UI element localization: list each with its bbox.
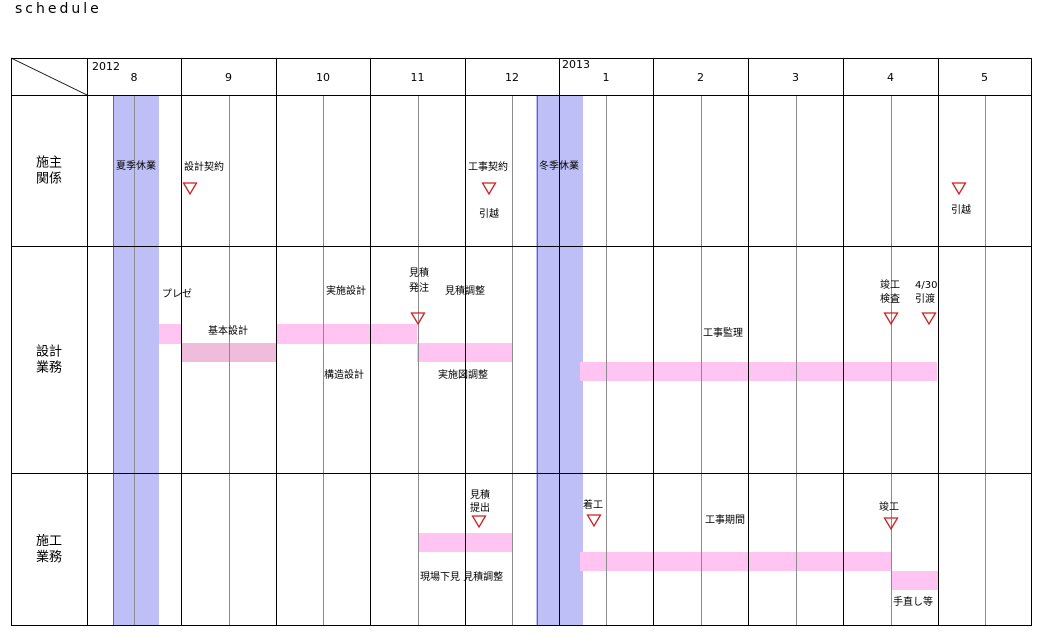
page-title: schedule (15, 1, 102, 17)
bar-label-site-estimate: 現場下見 見積調整 (420, 570, 503, 583)
summer-holiday-band (113, 95, 159, 625)
month-label-1: 1 (603, 71, 610, 84)
milestone-label-completion-inspection-line-2: 検査 (880, 292, 900, 305)
month-label-10: 10 (316, 71, 330, 84)
milestone-handover (921, 312, 937, 326)
bar-basic-design (181, 343, 276, 362)
milestone-label-estimate-order-line-1: 見積 (409, 266, 429, 279)
milestone-label-estimate-submit-line-1: 見積 (470, 488, 490, 501)
milestone-completion-inspection (883, 312, 899, 326)
bar-touch-up (891, 571, 938, 590)
milestone-label-groundbreaking: 着工 (583, 498, 603, 511)
bar-presentation (159, 324, 181, 344)
month-label-3: 3 (792, 71, 799, 84)
month-label-9: 9 (225, 71, 232, 84)
milestone-label-construction-contract: 工事契約 (468, 160, 508, 173)
header-diagonal (10, 57, 88, 96)
milestone-label-move-1: 引越 (479, 207, 499, 220)
bar-label-detailed-design: 実施設計 (326, 284, 366, 297)
month-label-11: 11 (411, 71, 425, 84)
milestone-label-estimate-order-line-2: 発注 (409, 281, 429, 294)
bar-label-touch-up: 手直し等 (893, 595, 933, 608)
bar-detailed-design (276, 324, 417, 344)
grid-frame (11, 58, 1032, 626)
month-label-2: 2 (697, 71, 704, 84)
row-label-construction-line-2: 業務 (36, 549, 62, 565)
milestone-label-handover-line-2: 引渡 (915, 292, 935, 305)
milestone-label-completion-inspection-line-1: 竣工 (880, 278, 900, 291)
milestone-estimate-submit (471, 515, 487, 529)
row-label-design-line-1: 設計 (36, 344, 62, 360)
row-label-client-line-1: 施主 (36, 156, 62, 171)
milestone-label-design-contract: 設計契約 (184, 160, 224, 173)
winter-holiday-label: 冬季休業 (539, 159, 579, 172)
row-label-construction-line-1: 施工 (36, 534, 62, 549)
bar-label-supervision: 工事監理 (703, 326, 743, 339)
bar-supervision (580, 362, 937, 381)
year-label-2013: 2013 (562, 58, 590, 71)
bar-label-drawing-adjustment: 実施図調整 (438, 368, 488, 381)
milestone-design-contract (182, 182, 198, 196)
bar-label-construction-period: 工事期間 (705, 513, 745, 526)
milestone-construction-contract (481, 182, 497, 196)
row-label-client-line-2: 関係 (36, 172, 62, 187)
milestone-estimate-order (410, 312, 426, 326)
milestone-label-handover-line-1: 4/30 (915, 280, 937, 291)
milestone-label-estimate-submit-line-2: 提出 (470, 501, 490, 514)
milestone-label-completion: 竣工 (879, 500, 899, 513)
bar-label-estimate-adjustment: 見積調整 (445, 284, 485, 297)
bar-label-presentation: プレゼ (162, 288, 192, 300)
milestone-completion (883, 517, 899, 531)
row-label-design-line-2: 業務 (36, 360, 62, 376)
bar-construction-period (580, 552, 891, 571)
month-label-4: 4 (887, 71, 894, 84)
month-label-8: 8 (131, 71, 138, 84)
milestone-move-2 (951, 182, 967, 196)
month-label-5: 5 (981, 71, 988, 84)
year-label-2012: 2012 (92, 60, 120, 73)
summer-holiday-label: 夏季休業 (116, 159, 156, 172)
bar-label-basic-design: 基本設計 (208, 324, 248, 337)
month-label-12: 12 (505, 71, 519, 84)
bar-label-structural-design: 構造設計 (324, 368, 364, 381)
milestone-label-move-2: 引越 (951, 203, 971, 216)
milestone-groundbreaking (586, 514, 602, 528)
